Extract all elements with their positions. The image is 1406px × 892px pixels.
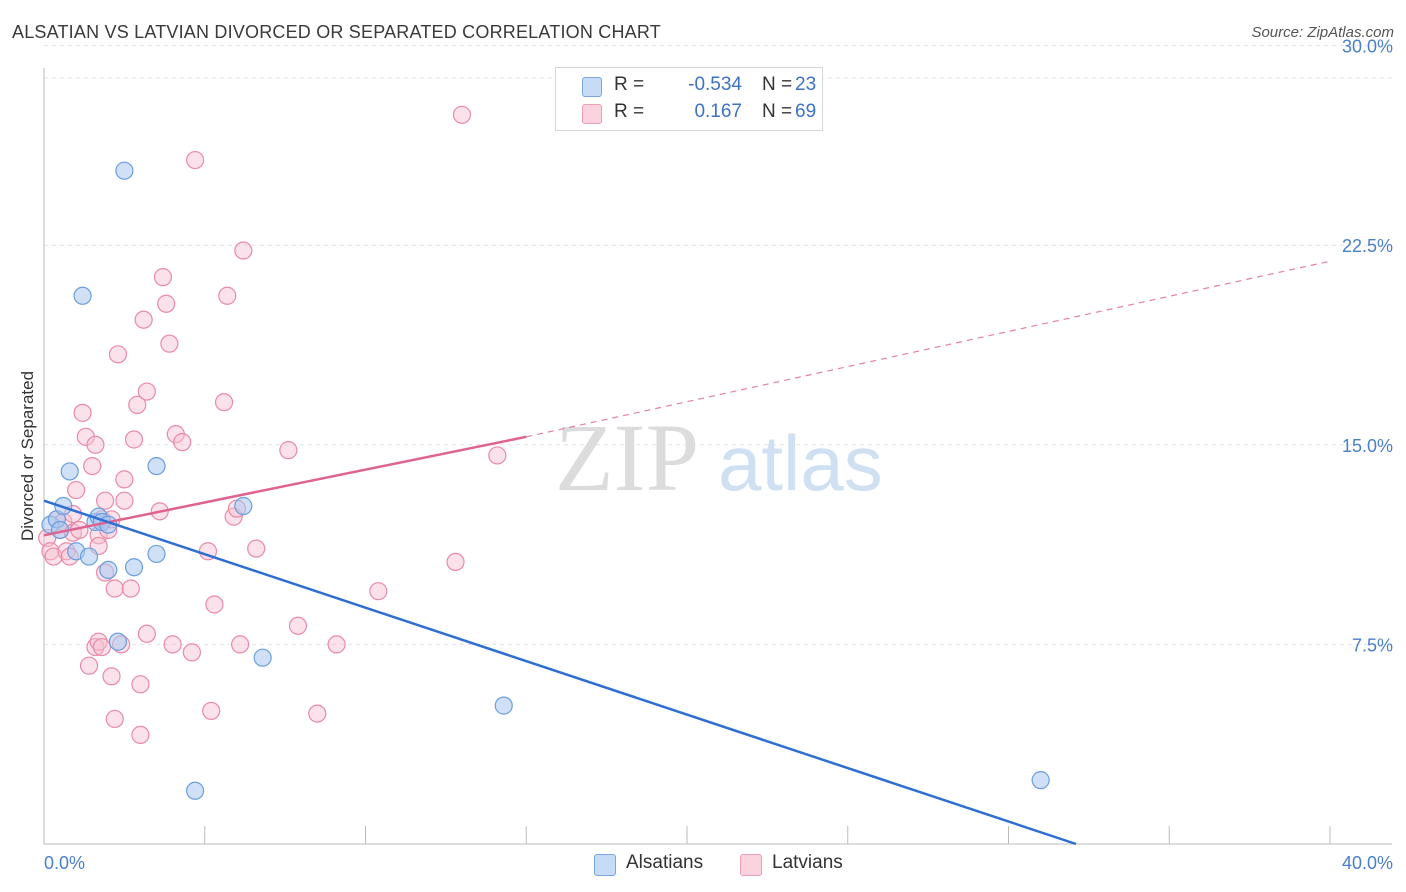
latvian-swatch [582, 104, 602, 124]
alsatian-point [147, 544, 166, 564]
legend-r-label: R = [614, 101, 645, 122]
watermark-zip: ZIP [555, 404, 699, 511]
latvian-point [218, 286, 237, 305]
alsatian-point [186, 781, 205, 800]
chart-title: ALSATIAN VS LATVIAN DIVORCED OR SEPARATE… [12, 22, 661, 42]
latvian-point [308, 704, 327, 723]
latvian-point [247, 539, 266, 558]
latvian-points [38, 105, 507, 744]
latvian-point [163, 635, 182, 654]
latvian-point [279, 441, 298, 460]
y-tick-labels: 7.5% 15.0% 22.5% 30.0% [1342, 37, 1393, 656]
latvian-point [137, 382, 156, 401]
latvian-point [83, 456, 102, 476]
latvian-point [288, 616, 308, 635]
latvian-point [115, 470, 134, 489]
latvian-point [86, 637, 105, 657]
alsatian-point [99, 560, 118, 579]
latvian-point [153, 268, 173, 287]
latvian-point [131, 675, 150, 694]
y-tick-label: 15.0% [1342, 436, 1393, 456]
latvian-trend-extension [526, 260, 1331, 438]
legend-n-label: N = [762, 74, 793, 95]
x-tick-label: 40.0% [1342, 853, 1393, 873]
legend-n-value: 69 [795, 101, 817, 122]
alsatian-point [115, 161, 134, 180]
latvian-point [137, 624, 156, 643]
alsatian-point [60, 462, 79, 481]
alsatian-points [41, 161, 1050, 800]
source-credit: Source: ZipAtlas.com [1251, 24, 1394, 41]
latvian-point [79, 656, 99, 675]
latvian-point [115, 491, 134, 510]
alsatian-point [73, 286, 92, 305]
legend-r-label: R = [614, 74, 645, 95]
latvian-point [214, 393, 234, 412]
legend-r-value: 0.167 [694, 101, 742, 122]
latvian-point [205, 595, 224, 614]
latvian-point [86, 435, 105, 454]
x-tick-labels: 0.0% 40.0% [44, 853, 1393, 873]
latvian-point [89, 632, 108, 651]
legend-r-value: -0.534 [688, 74, 742, 95]
y-tick-label: 30.0% [1342, 37, 1393, 57]
latvian-trend-line [43, 435, 527, 537]
latvian-point [369, 582, 388, 601]
latvian-point [124, 430, 144, 449]
latvian-point [67, 480, 86, 500]
latvian-point [95, 491, 115, 510]
latvian-point [73, 403, 92, 422]
latvian-point [160, 334, 179, 353]
latvian-point [102, 667, 121, 686]
latvian-point [173, 433, 192, 452]
watermark-atlas: atlas [718, 419, 883, 507]
latvian-point [231, 635, 250, 654]
latvian-point [157, 294, 176, 313]
axes [43, 68, 1392, 845]
latvian-point [452, 105, 472, 124]
y-axis-title: Divorced or Separated [18, 371, 37, 541]
alsatian-point [1031, 771, 1050, 790]
alsatian-point [494, 696, 513, 715]
latvian-point [134, 310, 153, 329]
alsatian-point [108, 632, 128, 651]
latvian-point [202, 701, 221, 721]
latvian-point [128, 395, 147, 414]
alsatian-trend-line [43, 499, 1077, 846]
latvian-swatch [740, 854, 762, 876]
latvian-point [92, 637, 111, 657]
latvian-point [182, 643, 201, 662]
legend-n-label: N = [762, 101, 793, 122]
latvian-point [488, 446, 507, 465]
watermark: ZIP atlas [555, 404, 883, 511]
latvian-point [105, 579, 124, 598]
alsatian-point [124, 558, 144, 577]
correlation-legend: R = -0.534 N = 23 R = 0.167 N = 69 [555, 67, 823, 131]
alsatian-point [79, 547, 99, 566]
legend-n-value: 23 [795, 74, 817, 95]
latvian-point [121, 579, 140, 598]
latvian-point [108, 345, 128, 364]
latvian-point [131, 725, 150, 744]
latvian-point [446, 552, 465, 572]
latvian-point [234, 241, 253, 260]
latvian-legend-label: Latvians [772, 852, 843, 873]
alsatian-swatch [594, 854, 616, 876]
y-tick-label: 22.5% [1342, 236, 1393, 256]
y-tick-label: 7.5% [1352, 635, 1393, 655]
latvian-point [327, 635, 346, 654]
alsatian-point [234, 496, 253, 516]
latvian-point [186, 150, 205, 170]
alsatian-point [253, 648, 272, 667]
x-tick-label: 0.0% [44, 853, 85, 873]
trend-lines [43, 260, 1331, 846]
alsatian-legend-label: Alsatians [626, 852, 704, 873]
x-ticks [204, 826, 1331, 844]
alsatian-swatch [582, 77, 602, 97]
alsatian-point [147, 456, 166, 476]
latvian-point [41, 542, 60, 561]
latvian-point [105, 709, 124, 729]
grid-lines [44, 45, 1392, 645]
